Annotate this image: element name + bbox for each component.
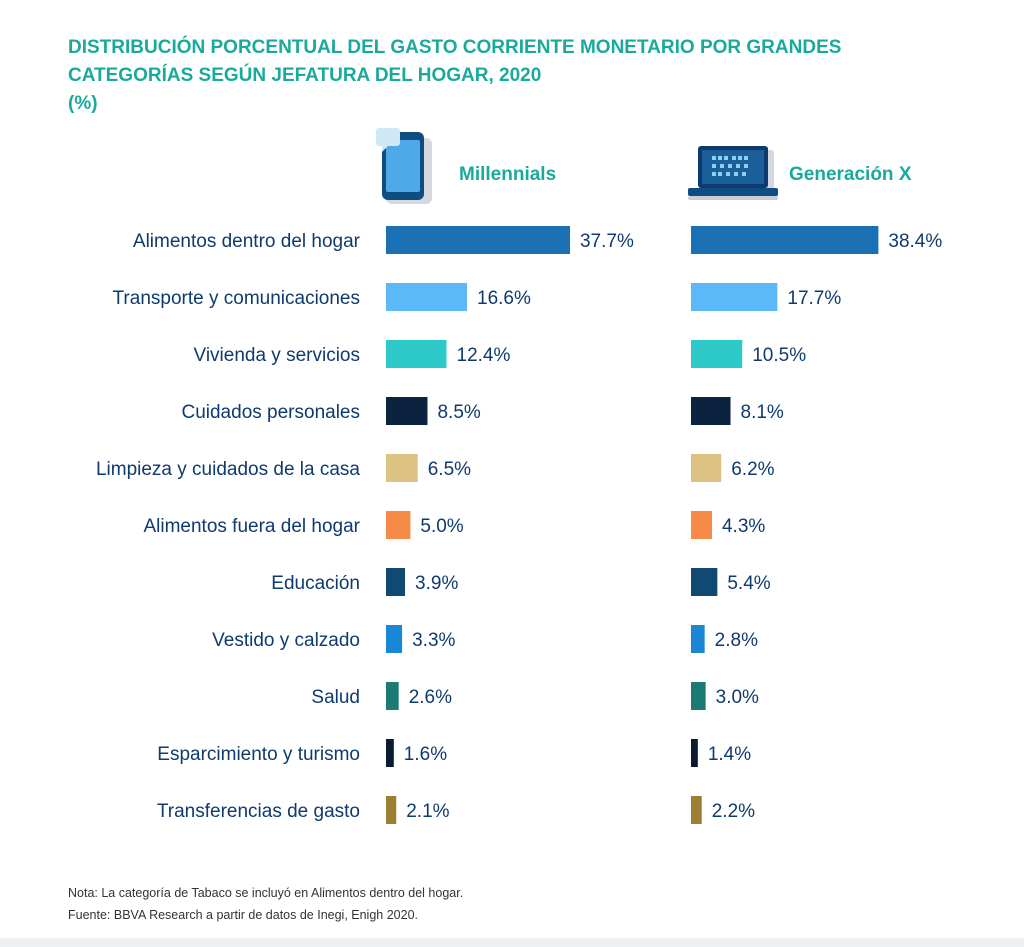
category-label-alimentos-dentro-del-hogar: Alimentos dentro del hogar xyxy=(133,231,361,252)
bar-millennials-vivienda-y-servicios xyxy=(386,340,447,368)
value-label-generacion-x-transporte-y-comunicaciones: 17.7% xyxy=(787,288,841,309)
source-note: Fuente: BBVA Research a partir de datos … xyxy=(68,908,418,922)
chart-unit: (%) xyxy=(68,93,98,114)
value-label-millennials-alimentos-dentro-del-hogar: 37.7% xyxy=(580,231,634,252)
bar-millennials-transporte-y-comunicaciones xyxy=(386,283,468,311)
value-label-millennials-transferencias-de-gasto: 2.1% xyxy=(406,801,449,822)
category-label-salud: Salud xyxy=(311,687,360,708)
bar-millennials-alimentos-dentro-del-hogar xyxy=(386,226,570,254)
bar-generacion-x-educacion xyxy=(691,568,718,596)
bar-generacion-x-vivienda-y-servicios xyxy=(691,340,743,368)
genx-header: Generación X xyxy=(789,164,912,185)
bar-generacion-x-cuidados-personales xyxy=(691,397,731,425)
value-label-millennials-salud: 2.6% xyxy=(409,687,452,708)
category-label-transferencias-de-gasto: Transferencias de gasto xyxy=(157,801,360,822)
category-label-cuidados-personales: Cuidados personales xyxy=(181,402,360,423)
bar-millennials-educacion xyxy=(386,568,406,596)
value-label-generacion-x-vestido-y-calzado: 2.8% xyxy=(715,630,758,651)
bar-millennials-vestido-y-calzado xyxy=(386,625,403,653)
bar-generacion-x-salud xyxy=(691,682,706,710)
bar-millennials-alimentos-fuera-del-hogar xyxy=(386,511,411,539)
millennials-header: Millennials xyxy=(459,164,557,185)
value-label-millennials-alimentos-fuera-del-hogar: 5.0% xyxy=(420,516,463,537)
bottom-rule xyxy=(0,938,1024,947)
category-label-vivienda-y-servicios: Vivienda y servicios xyxy=(193,345,360,366)
value-label-millennials-vestido-y-calzado: 3.3% xyxy=(412,630,455,651)
category-label-educacion: Educación xyxy=(271,573,360,594)
value-label-generacion-x-alimentos-fuera-del-hogar: 4.3% xyxy=(722,516,765,537)
category-label-alimentos-fuera-del-hogar: Alimentos fuera del hogar xyxy=(143,516,360,537)
value-label-generacion-x-transferencias-de-gasto: 2.2% xyxy=(712,801,755,822)
value-label-millennials-vivienda-y-servicios: 12.4% xyxy=(457,345,511,366)
value-label-generacion-x-vivienda-y-servicios: 10.5% xyxy=(752,345,806,366)
smartphone-icon xyxy=(376,128,432,204)
value-label-millennials-transporte-y-comunicaciones: 16.6% xyxy=(477,288,531,309)
chart-title: DISTRIBUCIÓN PORCENTUAL DEL GASTO CORRIE… xyxy=(68,37,842,86)
category-label-transporte-y-comunicaciones: Transporte y comunicaciones xyxy=(113,288,360,309)
bar-generacion-x-esparcimiento-y-turismo xyxy=(691,739,698,767)
bar-chart: Alimentos dentro del hogar 37.7% 38.4% Tran… xyxy=(96,226,942,824)
bar-generacion-x-vestido-y-calzado xyxy=(691,625,705,653)
category-label-limpieza-y-cuidados-de-la-casa: Limpieza y cuidados de la casa xyxy=(96,459,360,480)
value-label-generacion-x-salud: 3.0% xyxy=(716,687,759,708)
footnote: Nota: La categoría de Tabaco se incluyó … xyxy=(68,886,464,900)
value-label-generacion-x-cuidados-personales: 8.1% xyxy=(741,402,784,423)
bar-millennials-limpieza-y-cuidados-de-la-casa xyxy=(386,454,418,482)
value-label-generacion-x-alimentos-dentro-del-hogar: 38.4% xyxy=(888,231,942,252)
category-label-esparcimiento-y-turismo: Esparcimiento y turismo xyxy=(157,744,360,765)
bar-generacion-x-limpieza-y-cuidados-de-la-casa xyxy=(691,454,722,482)
category-label-vestido-y-calzado: Vestido y calzado xyxy=(212,630,360,651)
value-label-millennials-educacion: 3.9% xyxy=(415,573,458,594)
bar-millennials-salud xyxy=(386,682,399,710)
bar-millennials-cuidados-personales xyxy=(386,397,428,425)
bar-generacion-x-alimentos-dentro-del-hogar xyxy=(691,226,879,254)
value-label-millennials-cuidados-personales: 8.5% xyxy=(437,402,480,423)
bar-generacion-x-transporte-y-comunicaciones xyxy=(691,283,778,311)
bar-generacion-x-alimentos-fuera-del-hogar xyxy=(691,511,712,539)
value-label-millennials-esparcimiento-y-turismo: 1.6% xyxy=(404,744,447,765)
value-label-generacion-x-educacion: 5.4% xyxy=(727,573,770,594)
value-label-generacion-x-limpieza-y-cuidados-de-la-casa: 6.2% xyxy=(731,459,774,480)
bar-millennials-esparcimiento-y-turismo xyxy=(386,739,394,767)
value-label-millennials-limpieza-y-cuidados-de-la-casa: 6.5% xyxy=(428,459,471,480)
bar-generacion-x-transferencias-de-gasto xyxy=(691,796,702,824)
value-label-generacion-x-esparcimiento-y-turismo: 1.4% xyxy=(708,744,751,765)
laptop-icon xyxy=(688,146,778,200)
bar-millennials-transferencias-de-gasto xyxy=(386,796,397,824)
